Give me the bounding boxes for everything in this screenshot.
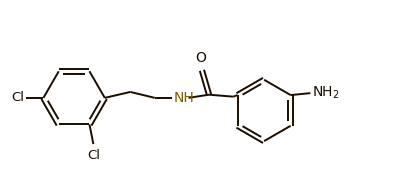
Text: Cl: Cl bbox=[11, 91, 24, 104]
Text: O: O bbox=[196, 51, 207, 65]
Text: NH: NH bbox=[173, 91, 194, 105]
Text: NH$_2$: NH$_2$ bbox=[312, 85, 340, 101]
Text: Cl: Cl bbox=[87, 149, 100, 162]
